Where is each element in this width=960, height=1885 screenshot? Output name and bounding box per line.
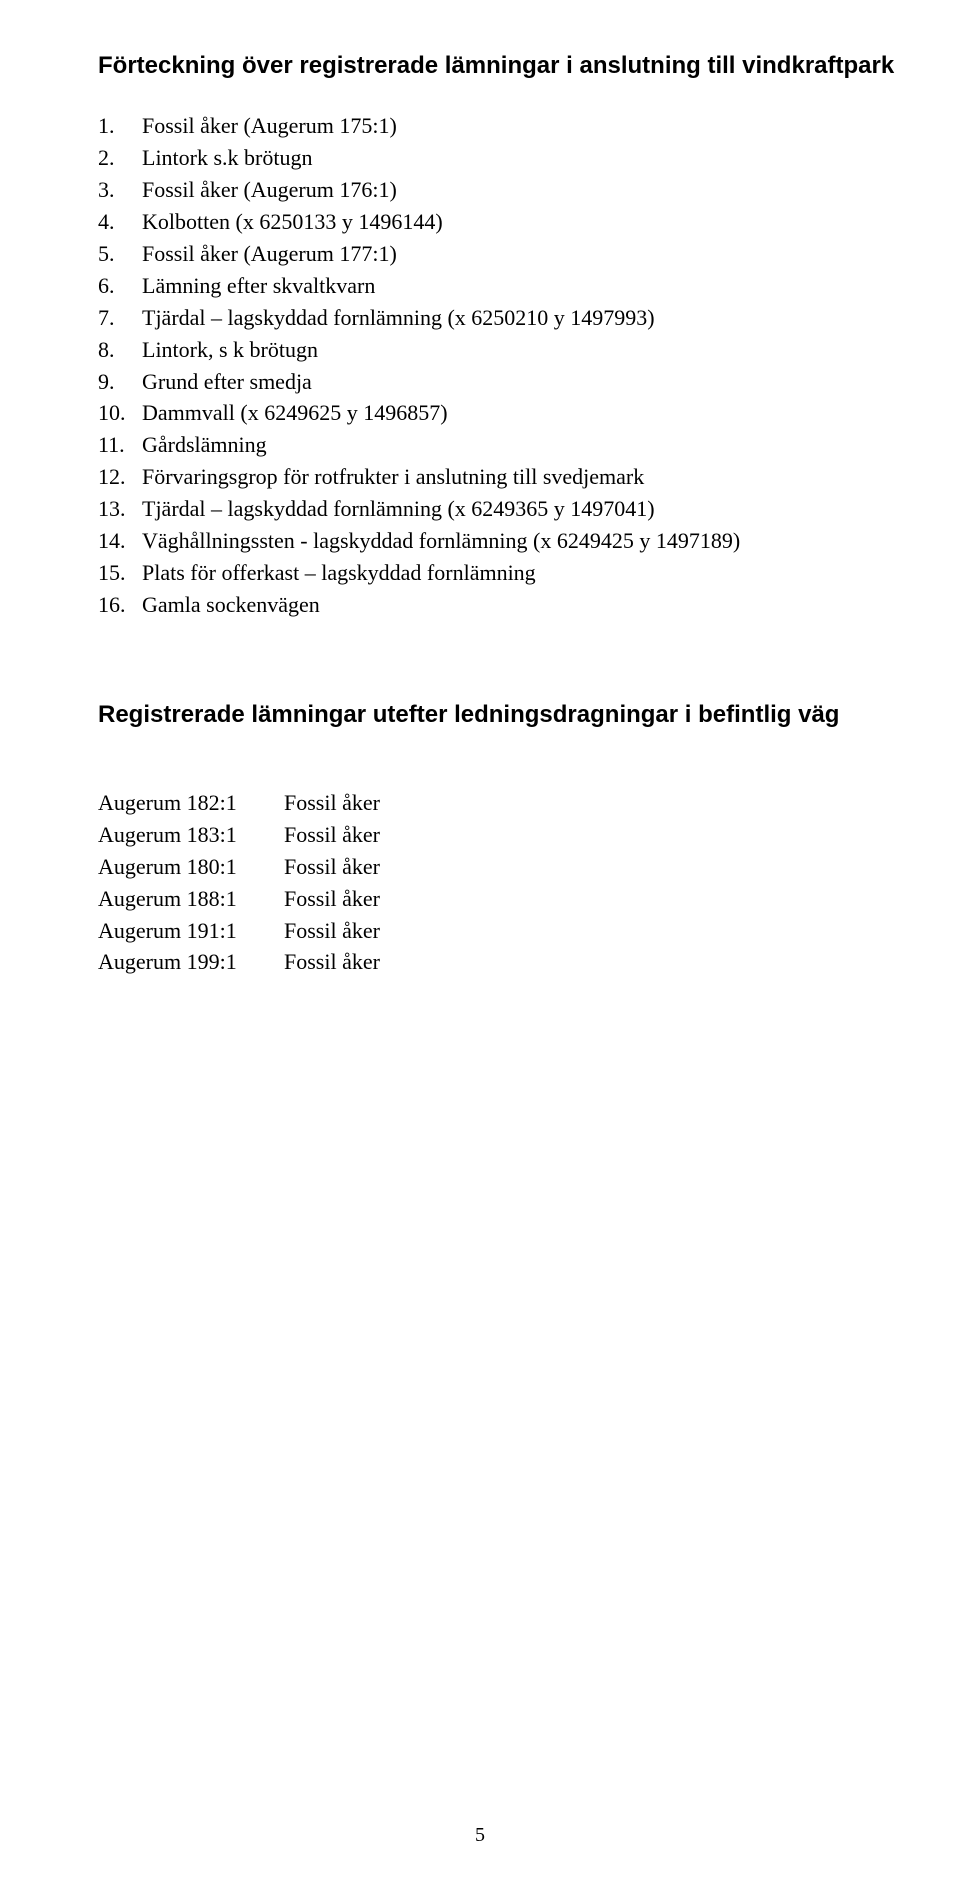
list-item-number: 8. [98,334,142,366]
list-item: 8.Lintork, s k brötugn [98,334,920,366]
list-item-text: Fossil åker (Augerum 176:1) [142,174,397,206]
list-item-number: 12. [98,461,142,493]
list-item-number: 11. [98,429,142,461]
list-item-text: Fossil åker (Augerum 175:1) [142,110,397,142]
list-item-number: 15. [98,557,142,589]
table-row: Augerum 180:1Fossil åker [98,851,920,883]
list-item: 15.Plats för offerkast – lagskyddad forn… [98,557,920,589]
list-item-text: Plats för offerkast – lagskyddad fornläm… [142,557,536,589]
list-item-number: 2. [98,142,142,174]
table-cell-desc: Fossil åker [284,851,380,883]
table-cell-id: Augerum 182:1 [98,787,284,819]
list-item-number: 13. [98,493,142,525]
list-item: 6.Lämning efter skvaltkvarn [98,270,920,302]
list-item-number: 4. [98,206,142,238]
list-item-text: Förvaringsgrop för rotfrukter i anslutni… [142,461,644,493]
list-item: 7.Tjärdal – lagskyddad fornlämning (x 62… [98,302,920,334]
table-row: Augerum 188:1Fossil åker [98,883,920,915]
table-cell-desc: Fossil åker [284,946,380,978]
list-item-text: Dammvall (x 6249625 y 1496857) [142,397,448,429]
list-item-number: 9. [98,366,142,398]
table-cell-id: Augerum 183:1 [98,819,284,851]
list-item-number: 14. [98,525,142,557]
list-item: 4.Kolbotten (x 6250133 y 1496144) [98,206,920,238]
table-row: Augerum 183:1Fossil åker [98,819,920,851]
table-row: Augerum 182:1Fossil åker [98,787,920,819]
list-item: 2.Lintork s.k brötugn [98,142,920,174]
list-item-text: Tjärdal – lagskyddad fornlämning (x 6249… [142,493,655,525]
list-item-number: 3. [98,174,142,206]
table-cell-id: Augerum 180:1 [98,851,284,883]
list-item-number: 16. [98,589,142,621]
list-item: 14.Väghållningssten - lagskyddad fornläm… [98,525,920,557]
list-item-number: 6. [98,270,142,302]
list-item-text: Gamla sockenvägen [142,589,320,621]
page-number: 5 [0,1824,960,1847]
table-cell-id: Augerum 191:1 [98,915,284,947]
list-item: 10.Dammvall (x 6249625 y 1496857) [98,397,920,429]
list-item-text: Kolbotten (x 6250133 y 1496144) [142,206,443,238]
table-cell-desc: Fossil åker [284,787,380,819]
table-row: Augerum 191:1Fossil åker [98,915,920,947]
section1-heading: Förteckning över registrerade lämningar … [98,50,920,82]
list-item: 3.Fossil åker (Augerum 176:1) [98,174,920,206]
table-cell-desc: Fossil åker [284,883,380,915]
table-cell-id: Augerum 188:1 [98,883,284,915]
list-item-text: Lintork s.k brötugn [142,142,313,174]
list-item-text: Väghållningssten - lagskyddad fornlämnin… [142,525,740,557]
list-item-number: 10. [98,397,142,429]
table-cell-desc: Fossil åker [284,915,380,947]
list-item: 9.Grund efter smedja [98,366,920,398]
section2-table: Augerum 182:1Fossil åkerAugerum 183:1Fos… [98,787,920,978]
list-item-text: Tjärdal – lagskyddad fornlämning (x 6250… [142,302,655,334]
list-item: 1.Fossil åker (Augerum 175:1) [98,110,920,142]
list-item: 16.Gamla sockenvägen [98,589,920,621]
table-cell-desc: Fossil åker [284,819,380,851]
section1-list: 1.Fossil åker (Augerum 175:1)2.Lintork s… [98,110,920,620]
list-item: 11.Gårdslämning [98,429,920,461]
list-item-text: Gårdslämning [142,429,267,461]
list-item-text: Fossil åker (Augerum 177:1) [142,238,397,270]
table-cell-id: Augerum 199:1 [98,946,284,978]
section2-heading: Registrerade lämningar utefter ledningsd… [98,699,920,731]
list-item: 5.Fossil åker (Augerum 177:1) [98,238,920,270]
list-item-text: Lintork, s k brötugn [142,334,318,366]
list-item-text: Grund efter smedja [142,366,312,398]
list-item: 12.Förvaringsgrop för rotfrukter i anslu… [98,461,920,493]
list-item-number: 1. [98,110,142,142]
list-item-number: 7. [98,302,142,334]
list-item-text: Lämning efter skvaltkvarn [142,270,375,302]
table-row: Augerum 199:1Fossil åker [98,946,920,978]
list-item: 13.Tjärdal – lagskyddad fornlämning (x 6… [98,493,920,525]
list-item-number: 5. [98,238,142,270]
